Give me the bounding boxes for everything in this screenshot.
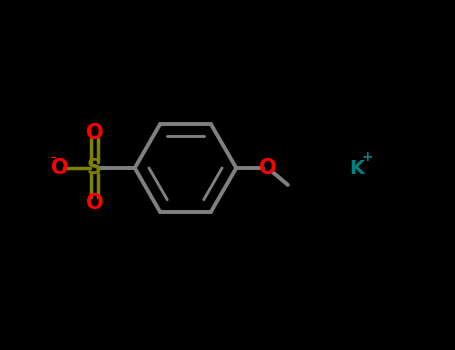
Text: S: S — [87, 158, 102, 178]
Text: O: O — [51, 158, 68, 178]
Text: O: O — [259, 158, 277, 178]
Text: O: O — [86, 193, 103, 213]
Text: +: + — [362, 150, 373, 164]
Text: K: K — [349, 159, 364, 177]
Text: O: O — [86, 123, 103, 143]
Text: ⁻: ⁻ — [50, 153, 57, 167]
